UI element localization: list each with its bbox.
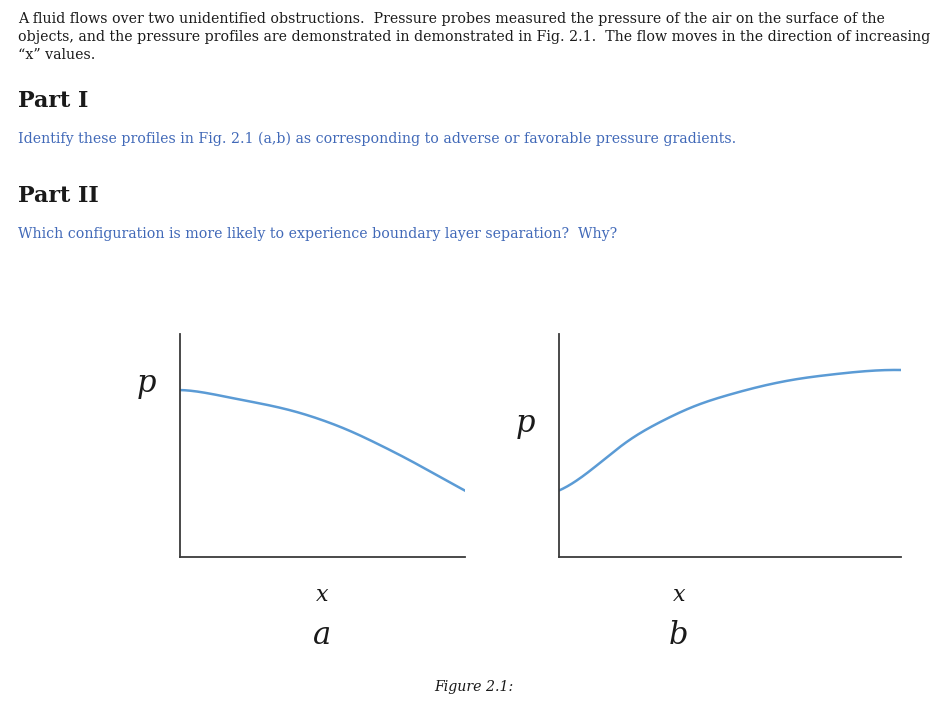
Text: x: x [316, 584, 329, 606]
Text: objects, and the pressure profiles are demonstrated in demonstrated in Fig. 2.1.: objects, and the pressure profiles are d… [18, 30, 930, 44]
Text: b: b [669, 620, 688, 651]
Text: A fluid flows over two unidentified obstructions.  Pressure probes measured the : A fluid flows over two unidentified obst… [18, 12, 884, 26]
Text: Which configuration is more likely to experience boundary layer separation?  Why: Which configuration is more likely to ex… [18, 227, 617, 241]
Text: Figure 2.1:: Figure 2.1: [434, 679, 514, 694]
Text: Part I: Part I [18, 90, 88, 112]
Text: p: p [137, 368, 155, 399]
Text: “x” values.: “x” values. [18, 48, 96, 62]
Text: a: a [313, 620, 332, 651]
Text: Identify these profiles in Fig. 2.1 (a,b) as corresponding to adverse or favorab: Identify these profiles in Fig. 2.1 (a,b… [18, 132, 737, 147]
Text: x: x [672, 584, 685, 606]
Text: Part II: Part II [18, 185, 99, 207]
Text: p: p [516, 408, 535, 439]
